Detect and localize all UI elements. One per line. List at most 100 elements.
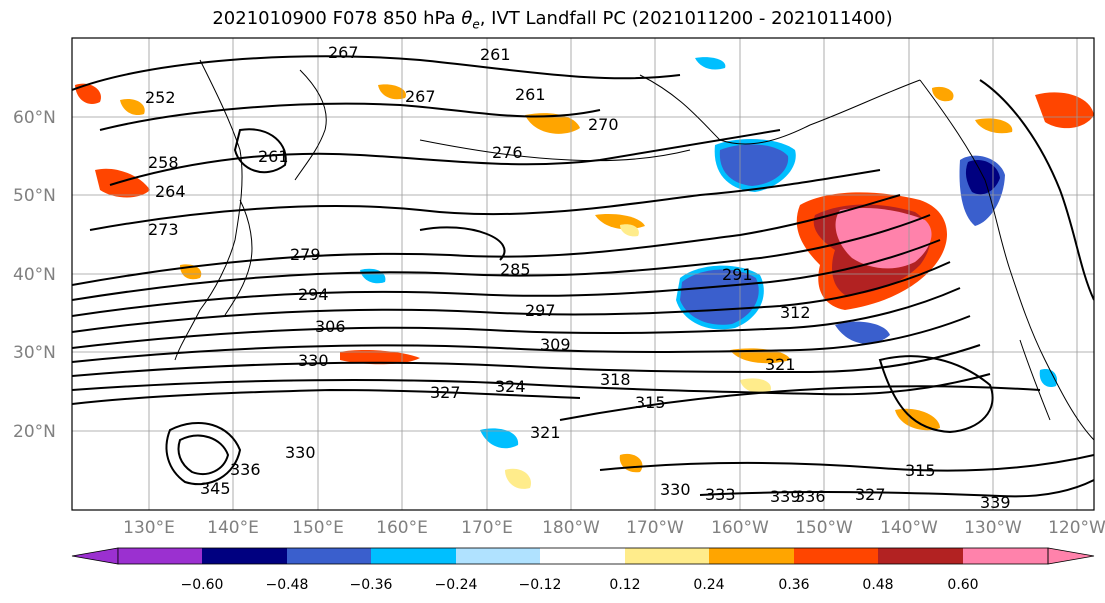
positive-anomaly-nw [75, 83, 101, 105]
contour-label: 315 [905, 461, 936, 480]
contour-line [72, 194, 901, 286]
colorbar-bin [118, 548, 202, 564]
yellow-patch [505, 468, 531, 489]
coastline-kamchatka [294, 69, 327, 181]
lon-label: 120°W [1048, 518, 1105, 538]
orange-patch [378, 84, 406, 100]
contour-label: 279 [290, 245, 321, 264]
contour-line [99, 102, 601, 131]
negative-anomaly-sky [1039, 369, 1058, 388]
theta-symbol: θ [461, 8, 473, 29]
yellow-shading [505, 224, 771, 489]
contour-label: 291 [722, 265, 753, 284]
contour-label: 273 [148, 220, 179, 239]
lon-label: 130°W [964, 518, 1022, 538]
contour-line [72, 388, 581, 405]
contour-label: 261 [480, 45, 511, 64]
contour-label: 318 [600, 370, 631, 389]
contour-label: 333 [705, 485, 736, 504]
positive-anomaly-band-30n [340, 350, 420, 365]
colorbar-bin [709, 548, 794, 564]
colorbar-bin [625, 548, 709, 564]
title-prefix: 2021010900 F078 850 hPa [212, 8, 462, 29]
negative-anomaly-sky [480, 428, 519, 449]
lon-label: 140°E [207, 518, 259, 538]
lat-label: 50°N [13, 186, 56, 206]
contour-line [979, 79, 1094, 301]
colorbar-tick-label: 0.24 [693, 577, 724, 593]
contour-label: 264 [155, 182, 186, 201]
contour-line [165, 421, 242, 486]
contour-label: 285 [500, 260, 531, 279]
contour-line [599, 454, 1094, 472]
contour-line [72, 261, 951, 333]
colorbar-bin [963, 548, 1048, 564]
coastlines [174, 59, 1094, 441]
colorbar-tick-label: 0.36 [778, 577, 809, 593]
colorbar-tick-label: 0.48 [862, 577, 893, 593]
contour-label: 306 [315, 317, 346, 336]
contour-label: 258 [148, 153, 179, 172]
colorbar-tick-label: −0.36 [350, 577, 393, 593]
negative-anomaly-ne [835, 321, 890, 344]
colorbar-frame [117, 547, 1049, 565]
colorbar-bin [794, 548, 878, 564]
colorbar-bin [202, 548, 287, 564]
contour-line [89, 169, 881, 231]
positive-anomaly-west [95, 168, 150, 198]
lon-label: 150°E [292, 518, 344, 538]
colorbar-tick-label: 0.60 [947, 577, 978, 593]
contour-line [233, 128, 287, 174]
contour-label: 252 [145, 88, 176, 107]
colorbar: −0.60 −0.48 −0.36 −0.24 −0.12 0.12 0.24 … [71, 547, 1095, 593]
coastline-north-america [919, 79, 1094, 441]
colorbar-bins [118, 548, 1048, 564]
colorbar-bin [287, 548, 371, 564]
colorbar-tick-label: −0.24 [435, 577, 478, 593]
contour-label: 330 [660, 480, 691, 499]
contour-line [72, 239, 941, 317]
colorbar-bin [371, 548, 456, 564]
orange-patch [975, 118, 1013, 134]
coastline-aleutians [419, 139, 691, 162]
lat-label: 40°N [13, 265, 56, 285]
lat-label: 20°N [13, 422, 56, 442]
negative-anomaly-coast-core [965, 159, 1000, 195]
contour-line [109, 129, 781, 186]
contour-line [72, 344, 981, 377]
coastline-asia [174, 59, 243, 361]
chart-title: 2021010900 F078 850 hPa θe, IVT Landfall… [0, 8, 1105, 32]
colorbar-ticks: −0.60 −0.48 −0.36 −0.24 −0.12 0.12 0.24 … [181, 577, 979, 593]
lon-label: 140°W [880, 518, 938, 538]
coastline-japan [224, 199, 253, 316]
colorbar-over-arrow [1047, 547, 1095, 565]
lon-label: 170°W [626, 518, 684, 538]
contour-label: 270 [588, 115, 619, 134]
lon-label: 160°E [376, 518, 428, 538]
contour-line [72, 287, 961, 349]
orange-patch [525, 113, 580, 134]
contour-label: 276 [492, 143, 523, 162]
lon-label: 130°E [123, 518, 175, 538]
negative-anomaly-north [719, 144, 789, 186]
contour-label: 336 [230, 460, 261, 479]
contour-label: 309 [540, 335, 571, 354]
contour-line [72, 55, 681, 91]
map-frame [71, 37, 1095, 511]
contour-line [72, 214, 931, 301]
contour-label: 321 [530, 423, 561, 442]
colorbar-bin [456, 548, 540, 564]
lon-label: 170°E [461, 518, 513, 538]
negative-anomaly-sky [695, 57, 726, 70]
contour-label: 330 [285, 443, 316, 462]
yellow-patch [740, 378, 771, 394]
contour-line [419, 226, 506, 261]
contour-label: 267 [328, 43, 359, 62]
orange-patch [120, 98, 145, 116]
title-suffix: , IVT Landfall PC (2021011200 - 20210114… [479, 8, 893, 29]
contour-label: 321 [765, 355, 796, 374]
contour-line [177, 434, 230, 475]
colorbar-tick-label: −0.12 [519, 577, 562, 593]
contour-label: 297 [525, 301, 556, 320]
